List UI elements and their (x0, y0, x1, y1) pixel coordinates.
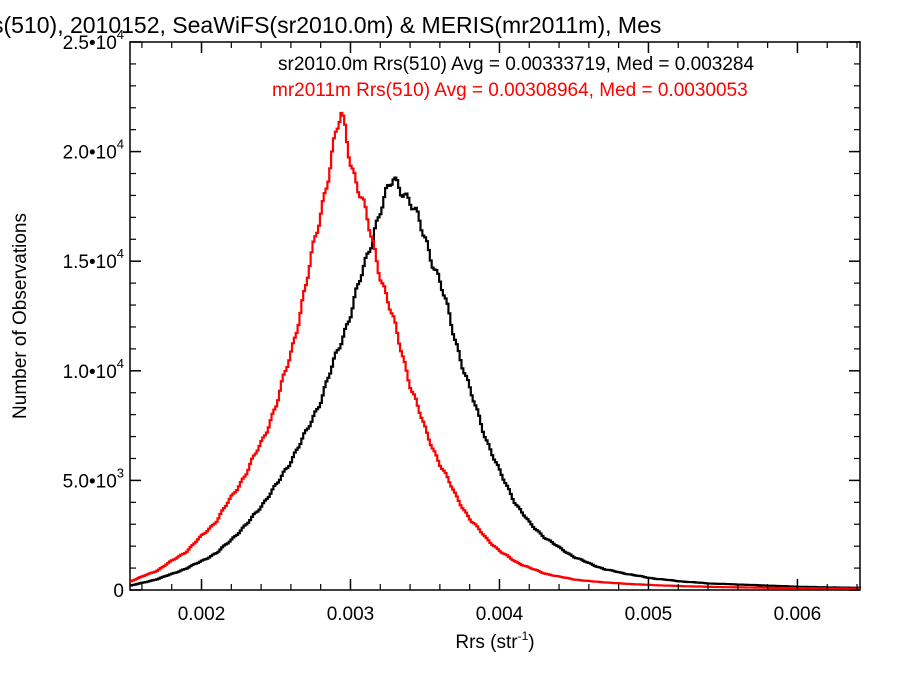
y-tick-label: 2.5•104 (63, 27, 124, 54)
x-tick-label: 0.002 (178, 604, 226, 625)
y-tick-label: 1.5•104 (63, 246, 124, 273)
x-tick-label: 0.003 (327, 604, 375, 625)
y-tick-label: 1.0•104 (63, 356, 124, 383)
x-axis-label-sup: -1 (518, 629, 529, 643)
stat-text-red-series: mr2011m Rrs(510) Avg = 0.00308964, Med =… (272, 80, 748, 101)
x-axis-label-base: Rrs (str (455, 632, 518, 653)
x-axis-label: Rrs (str-1) (455, 629, 534, 653)
x-tick-label: 0.006 (774, 604, 822, 625)
y-axis-label: Number of Observations (10, 213, 31, 419)
chart-title: s(510), 2010152, SeaWiFS(sr2010.0m) & ME… (0, 12, 661, 38)
x-tick-label: 0.005 (625, 604, 673, 625)
y-tick-label: 0 (113, 581, 124, 602)
x-tick-label: 0.004 (476, 604, 524, 625)
y-tick-label: 2.0•104 (63, 137, 124, 164)
stat-text-black-series: sr2010.0m Rrs(510) Avg = 0.00333719, Med… (278, 54, 754, 75)
plot-frame (129, 41, 861, 591)
histogram-series-1 (130, 111, 860, 590)
series-layer (130, 111, 862, 590)
histogram-series-0 (130, 176, 862, 589)
x-axis-label-close: ) (528, 632, 534, 653)
tick-layer: 0.002 0.003 0.004 0.005 0.006 0 5.0•103 1.0•104… (63, 27, 860, 625)
y-tick-label: 5.0•103 (63, 465, 124, 492)
